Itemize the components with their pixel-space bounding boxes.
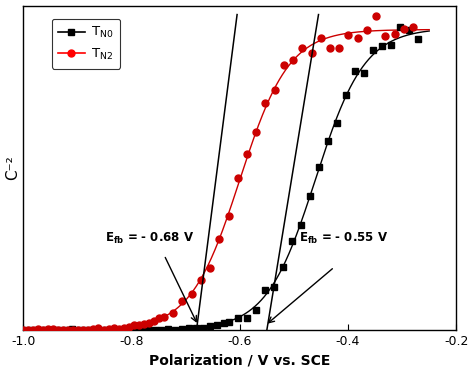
- X-axis label: Polarization / V vs. SCE: Polarization / V vs. SCE: [149, 354, 330, 367]
- Text: $\mathregular{E_{fb}}$ = - 0.55 V: $\mathregular{E_{fb}}$ = - 0.55 V: [299, 231, 388, 246]
- Legend: $\mathregular{T_{N0}}$, $\mathregular{T_{N2}}$: $\mathregular{T_{N0}}$, $\mathregular{T_…: [52, 19, 120, 69]
- Text: $\mathregular{E_{fb}}$ = - 0.68 V: $\mathregular{E_{fb}}$ = - 0.68 V: [104, 231, 193, 246]
- Y-axis label: C⁻²: C⁻²: [6, 156, 20, 180]
